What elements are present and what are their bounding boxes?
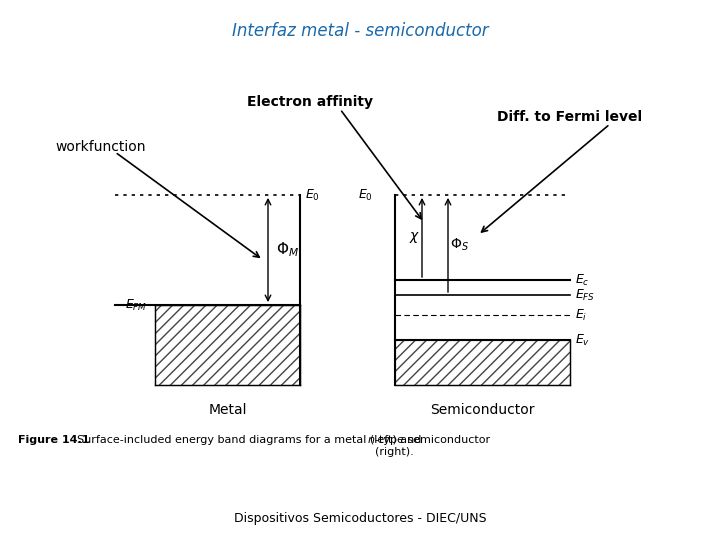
Text: $E_v$: $E_v$ (575, 333, 590, 348)
Text: $E_i$: $E_i$ (575, 307, 588, 322)
Text: Semiconductor: Semiconductor (431, 403, 535, 417)
Text: Figure 14.1: Figure 14.1 (18, 435, 89, 445)
Text: Surface-included energy band diagrams for a metal (left) and: Surface-included energy band diagrams fo… (70, 435, 425, 445)
Text: Interfaz metal - semiconductor: Interfaz metal - semiconductor (232, 22, 488, 40)
Text: $E_{FS}$: $E_{FS}$ (575, 287, 595, 302)
Text: $\Phi_S$: $\Phi_S$ (450, 237, 469, 253)
Text: workfunction: workfunction (55, 140, 145, 154)
Text: n: n (368, 435, 375, 445)
Bar (395, 340, 570, 385)
Text: Electron affinity: Electron affinity (247, 95, 373, 109)
Text: Dispositivos Semicoductores - DIEC/UNS: Dispositivos Semicoductores - DIEC/UNS (234, 512, 486, 525)
Text: Diff. to Fermi level: Diff. to Fermi level (498, 110, 642, 124)
Text: -type semiconductor
(right).: -type semiconductor (right). (375, 435, 490, 457)
Bar (155, 305, 300, 385)
Text: $\Phi_M$: $\Phi_M$ (276, 241, 299, 259)
Text: $E_0$: $E_0$ (358, 187, 373, 202)
Text: $E_{FM}$: $E_{FM}$ (125, 298, 147, 313)
Text: $E_c$: $E_c$ (575, 273, 590, 287)
Text: $E_0$: $E_0$ (305, 187, 320, 202)
Text: $\chi$: $\chi$ (409, 230, 420, 245)
Text: Metal: Metal (208, 403, 247, 417)
